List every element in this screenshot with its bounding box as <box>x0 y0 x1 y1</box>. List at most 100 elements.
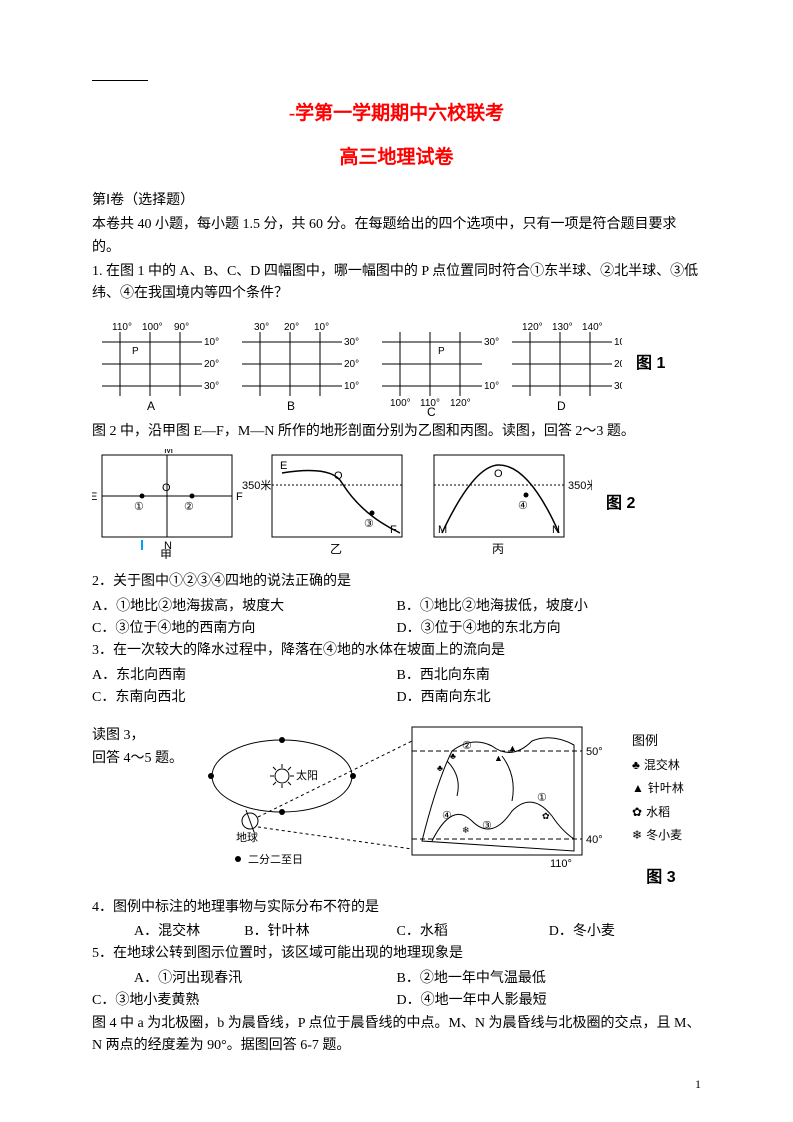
svg-text:B: B <box>287 399 295 413</box>
legend-wheat: 冬小麦 <box>646 826 682 845</box>
svg-text:E: E <box>280 460 287 472</box>
q3-opt-a: A．东北向西南 <box>92 665 397 687</box>
legend-conifer: 针叶林 <box>648 779 684 798</box>
q45-lead-1: 读图 3， <box>92 725 192 747</box>
svg-text:C: C <box>427 405 436 417</box>
svg-text:乙: 乙 <box>330 542 342 556</box>
figure-2-svg: EF MN O ①② 甲 350米 EOF ③ 乙 <box>92 449 592 559</box>
svg-text:100°: 100° <box>142 322 163 333</box>
exam-title-line1: -学第一学期期中六校联考 <box>92 99 701 129</box>
svg-text:F: F <box>390 524 397 536</box>
question-4: 4．图例中标注的地理事物与实际分布不符的是 <box>92 897 701 919</box>
svg-text:30°: 30° <box>204 381 219 392</box>
figure-3: 读图 3， 回答 4～5 题。 太阳 地球 二分二至日 <box>92 721 701 890</box>
svg-text:①: ① <box>537 792 547 804</box>
svg-text:▲: ▲ <box>494 753 503 763</box>
svg-text:100°: 100° <box>390 398 411 409</box>
svg-text:太阳: 太阳 <box>296 769 318 782</box>
question-3: 3．在一次较大的降水过程中，降落在④地的水体在坡面上的流向是 <box>92 640 701 662</box>
svg-text:②: ② <box>462 740 472 752</box>
q5-opt-c: C．③地小麦黄熟 <box>92 990 397 1012</box>
svg-text:F: F <box>236 491 243 503</box>
rice-icon: ✿ <box>632 803 642 822</box>
svg-text:350米: 350米 <box>568 479 592 492</box>
question-2: 2．关于图中①②③④四地的说法正确的是 <box>92 571 701 593</box>
figure-1: 110°100°90° 10°20°30° P A 30°20°10° 30°2… <box>92 312 701 417</box>
svg-text:20°: 20° <box>204 359 219 370</box>
q5-opt-b: B．②地一年中气温最低 <box>397 968 702 990</box>
q3-opts-row2: C．东南向西北 D．西南向东北 <box>92 687 701 709</box>
legend-mix: 混交林 <box>644 756 680 775</box>
conifer-icon: ▲ <box>632 779 644 798</box>
figure-1-label: 图 1 <box>636 351 665 377</box>
svg-text:30°: 30° <box>344 337 359 348</box>
svg-text:O: O <box>334 470 343 482</box>
q3-opt-b: B．西北向东南 <box>397 665 702 687</box>
figure-3-label: 图 3 <box>646 865 675 891</box>
mixed-forest-icon: ♣ <box>632 756 640 775</box>
q3-opt-c: C．东南向西北 <box>92 687 397 709</box>
svg-text:丙: 丙 <box>492 542 504 556</box>
figure-1-svg: 110°100°90° 10°20°30° P A 30°20°10° 30°2… <box>92 312 622 417</box>
q4-opt-a: A．混交林 <box>92 921 244 943</box>
wheat-icon: ❄ <box>632 826 642 845</box>
q2-opts-row2: C．③位于④地的西南方向 D．③位于④地的东北方向 <box>92 618 701 640</box>
svg-text:30°: 30° <box>254 322 269 333</box>
svg-text:①: ① <box>134 501 144 513</box>
svg-text:④: ④ <box>518 500 528 512</box>
q3-opt-d: D．西南向东北 <box>397 687 702 709</box>
svg-text:②: ② <box>184 501 194 513</box>
svg-text:20°: 20° <box>284 322 299 333</box>
q4-opt-d: D．冬小麦 <box>549 921 701 943</box>
svg-text:20°: 20° <box>614 359 622 370</box>
q45-lead-2: 回答 4～5 题。 <box>92 748 192 770</box>
legend-title: 图例 <box>632 731 658 752</box>
figure-2-label: 图 2 <box>606 491 635 517</box>
q2-opt-c: C．③位于④地的西南方向 <box>92 618 397 640</box>
svg-text:N: N <box>552 524 560 536</box>
q2-opt-b: B．①地比②地海拔低，坡度小 <box>397 596 702 618</box>
svg-text:10°: 10° <box>344 381 359 392</box>
q5-opt-d: D．④地一年中人影最短 <box>397 990 702 1012</box>
section1-header: 第Ⅰ卷（选择题） <box>92 190 701 212</box>
svg-text:③: ③ <box>482 820 492 832</box>
svg-text:A: A <box>147 399 155 413</box>
svg-text:M: M <box>164 449 173 456</box>
svg-text:E: E <box>92 491 97 503</box>
svg-text:120°: 120° <box>522 322 543 333</box>
svg-text:20°: 20° <box>344 359 359 370</box>
svg-text:10°: 10° <box>484 381 499 392</box>
top-rule <box>92 80 148 81</box>
q2-opt-a: A．①地比②地海拔高，坡度大 <box>92 596 397 618</box>
svg-text:350米: 350米 <box>242 479 271 492</box>
svg-text:110°: 110° <box>112 322 132 333</box>
q4-opt-b: B．针叶林 <box>244 921 396 943</box>
q5-opts-row2: C．③地小麦黄熟 D．④地一年中人影最短 <box>92 990 701 1012</box>
q2-3-intro: 图 2 中，沿甲图 E—F，M—N 所作的地形剖面分别为乙图和丙图。读图，回答 … <box>92 421 701 443</box>
svg-text:10°: 10° <box>204 337 219 348</box>
svg-text:30°: 30° <box>614 381 622 392</box>
q5-opts-row1: A．①河出现春汛 B．②地一年中气温最低 <box>92 968 701 990</box>
svg-text:40°: 40° <box>586 834 603 846</box>
svg-text:O: O <box>494 468 503 480</box>
svg-text:❄: ❄ <box>462 825 470 835</box>
q2-opts-row1: A．①地比②地海拔高，坡度大 B．①地比②地海拔低，坡度小 <box>92 596 701 618</box>
svg-text:O: O <box>162 482 171 494</box>
question-1: 1. 在图 1 中的 A、B、C、D 四幅图中，哪一幅图中的 P 点位置同时符合… <box>92 261 701 306</box>
legend-box: ♣混交林 ▲针叶林 ✿水稻 ❄冬小麦 <box>632 756 684 845</box>
svg-text:地球: 地球 <box>236 830 258 844</box>
figure-2: EF MN O ①② 甲 350米 EOF ③ 乙 <box>92 449 701 559</box>
svg-text:P: P <box>438 346 445 357</box>
legend-rice: 水稻 <box>646 803 670 822</box>
svg-text:10°: 10° <box>314 322 329 333</box>
svg-text:140°: 140° <box>582 322 603 333</box>
svg-text:D: D <box>557 399 566 413</box>
svg-text:120°: 120° <box>450 398 471 409</box>
exam-title-line2: 高三地理试卷 <box>92 143 701 173</box>
svg-text:M: M <box>438 524 447 536</box>
svg-text:二分二至日: 二分二至日 <box>248 853 303 866</box>
svg-text:④: ④ <box>442 810 452 822</box>
figure-3-svg: 太阳 地球 二分二至日 50° 40° 110° ② <box>202 721 622 871</box>
svg-text:♣: ♣ <box>437 763 443 773</box>
svg-text:130°: 130° <box>552 322 573 333</box>
